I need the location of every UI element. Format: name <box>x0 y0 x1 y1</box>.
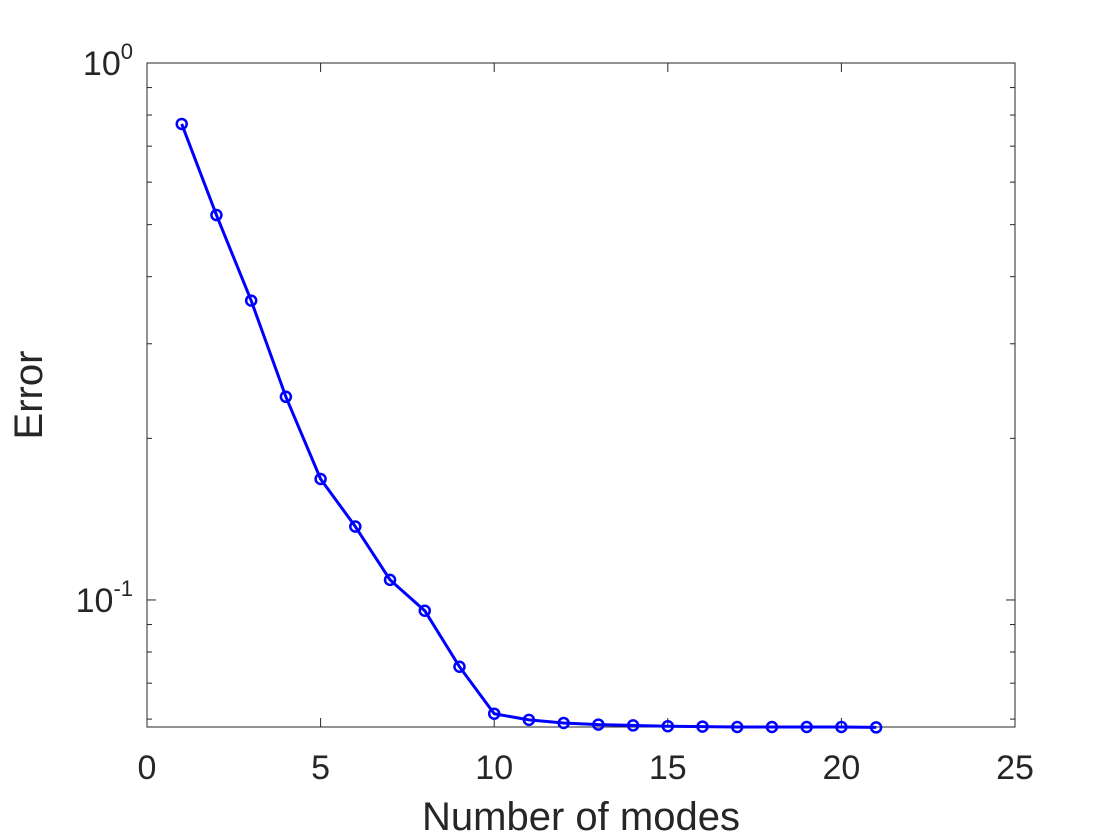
data-point <box>210 208 223 222</box>
data-point <box>835 720 848 734</box>
x-tick-label: 20 <box>822 749 860 787</box>
data-point <box>626 719 640 732</box>
data-point <box>453 660 466 673</box>
x-axis-title: Number of modes <box>422 795 740 839</box>
series-layer <box>175 117 883 734</box>
data-point <box>487 707 501 720</box>
y-tick-label: 100 <box>83 39 133 83</box>
data-point <box>869 721 883 734</box>
data-point <box>765 720 779 734</box>
x-tick-label: 5 <box>311 749 330 787</box>
data-point <box>314 472 327 486</box>
series-line <box>180 123 877 729</box>
y-tick-label-base: 10 <box>76 582 114 620</box>
data-point <box>661 719 675 733</box>
data-point <box>522 713 536 727</box>
y-tick-label: 10-1 <box>76 576 133 620</box>
data-point <box>800 720 813 734</box>
data-point <box>175 117 188 131</box>
data-point <box>696 720 709 733</box>
data-point <box>730 720 744 734</box>
x-tick-label: 0 <box>138 749 157 787</box>
x-tick-label: 15 <box>649 749 687 787</box>
x-tick-labels: 0 5 10 15 20 25 <box>138 749 1034 787</box>
data-point <box>557 716 570 730</box>
data-point <box>244 294 258 307</box>
y-tick-label-base: 10 <box>83 45 121 83</box>
y-axis-title: Error <box>7 351 51 440</box>
y-tick-label-exponent: 0 <box>121 39 133 64</box>
data-point <box>349 520 362 533</box>
minor-ticks <box>147 87 1015 720</box>
x-tick-label: 25 <box>996 749 1034 787</box>
x-tick-label: 10 <box>475 749 513 787</box>
data-point <box>592 718 605 731</box>
data-point <box>279 390 293 404</box>
data-point <box>418 604 432 617</box>
plot-area <box>147 63 1015 727</box>
data-point <box>383 573 397 587</box>
plot-frame <box>146 62 1016 728</box>
y-tick-label-exponent: -1 <box>113 576 133 601</box>
